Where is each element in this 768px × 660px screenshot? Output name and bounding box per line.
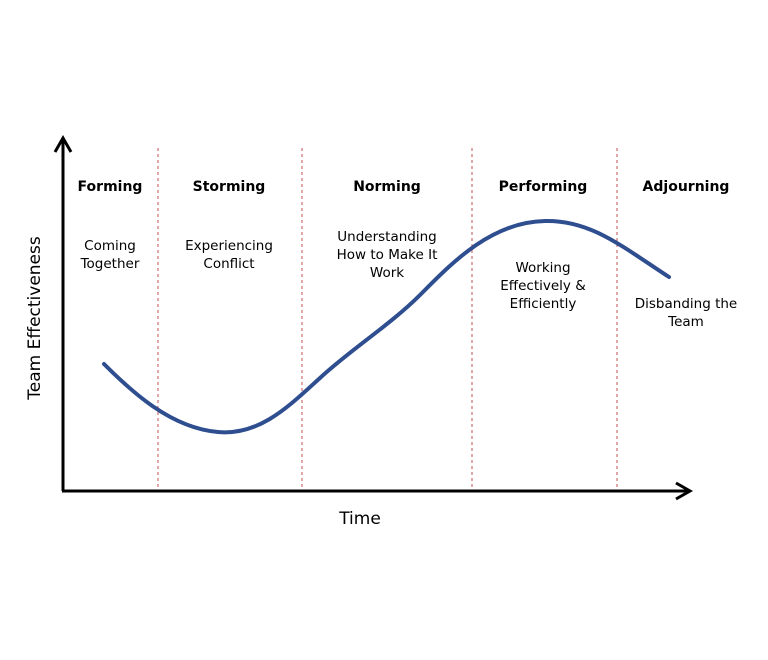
stage-title: Storming: [193, 179, 266, 195]
stage-description: Experiencing: [185, 238, 273, 254]
stage-description: Working: [515, 260, 570, 276]
stage-description: Work: [370, 265, 404, 281]
stage-title: Norming: [353, 179, 421, 195]
x-axis-label: Time: [338, 509, 381, 529]
x-axis-arrow: [675, 481, 694, 501]
stage-description: Together: [80, 256, 140, 272]
stage-description: Coming: [84, 238, 136, 254]
stage-description: Understanding: [337, 229, 436, 245]
y-axis-label: Team Effectiveness: [25, 236, 45, 401]
stage-description: Efficiently: [510, 296, 577, 312]
stage-description: Effectively &: [500, 278, 586, 294]
dividers: [157, 148, 618, 491]
stage-title: Performing: [499, 179, 588, 195]
stage-description: Conflict: [203, 256, 254, 272]
stage-title: Forming: [78, 179, 143, 195]
stage-description: Team: [667, 314, 704, 330]
y-axis-arrow: [53, 134, 73, 153]
stage-description: Disbanding the: [635, 296, 737, 312]
stage-title: Adjourning: [643, 179, 730, 195]
axes: [53, 134, 694, 501]
effectiveness-curve: [102, 218, 671, 435]
stage-description: How to Make It: [337, 247, 438, 263]
